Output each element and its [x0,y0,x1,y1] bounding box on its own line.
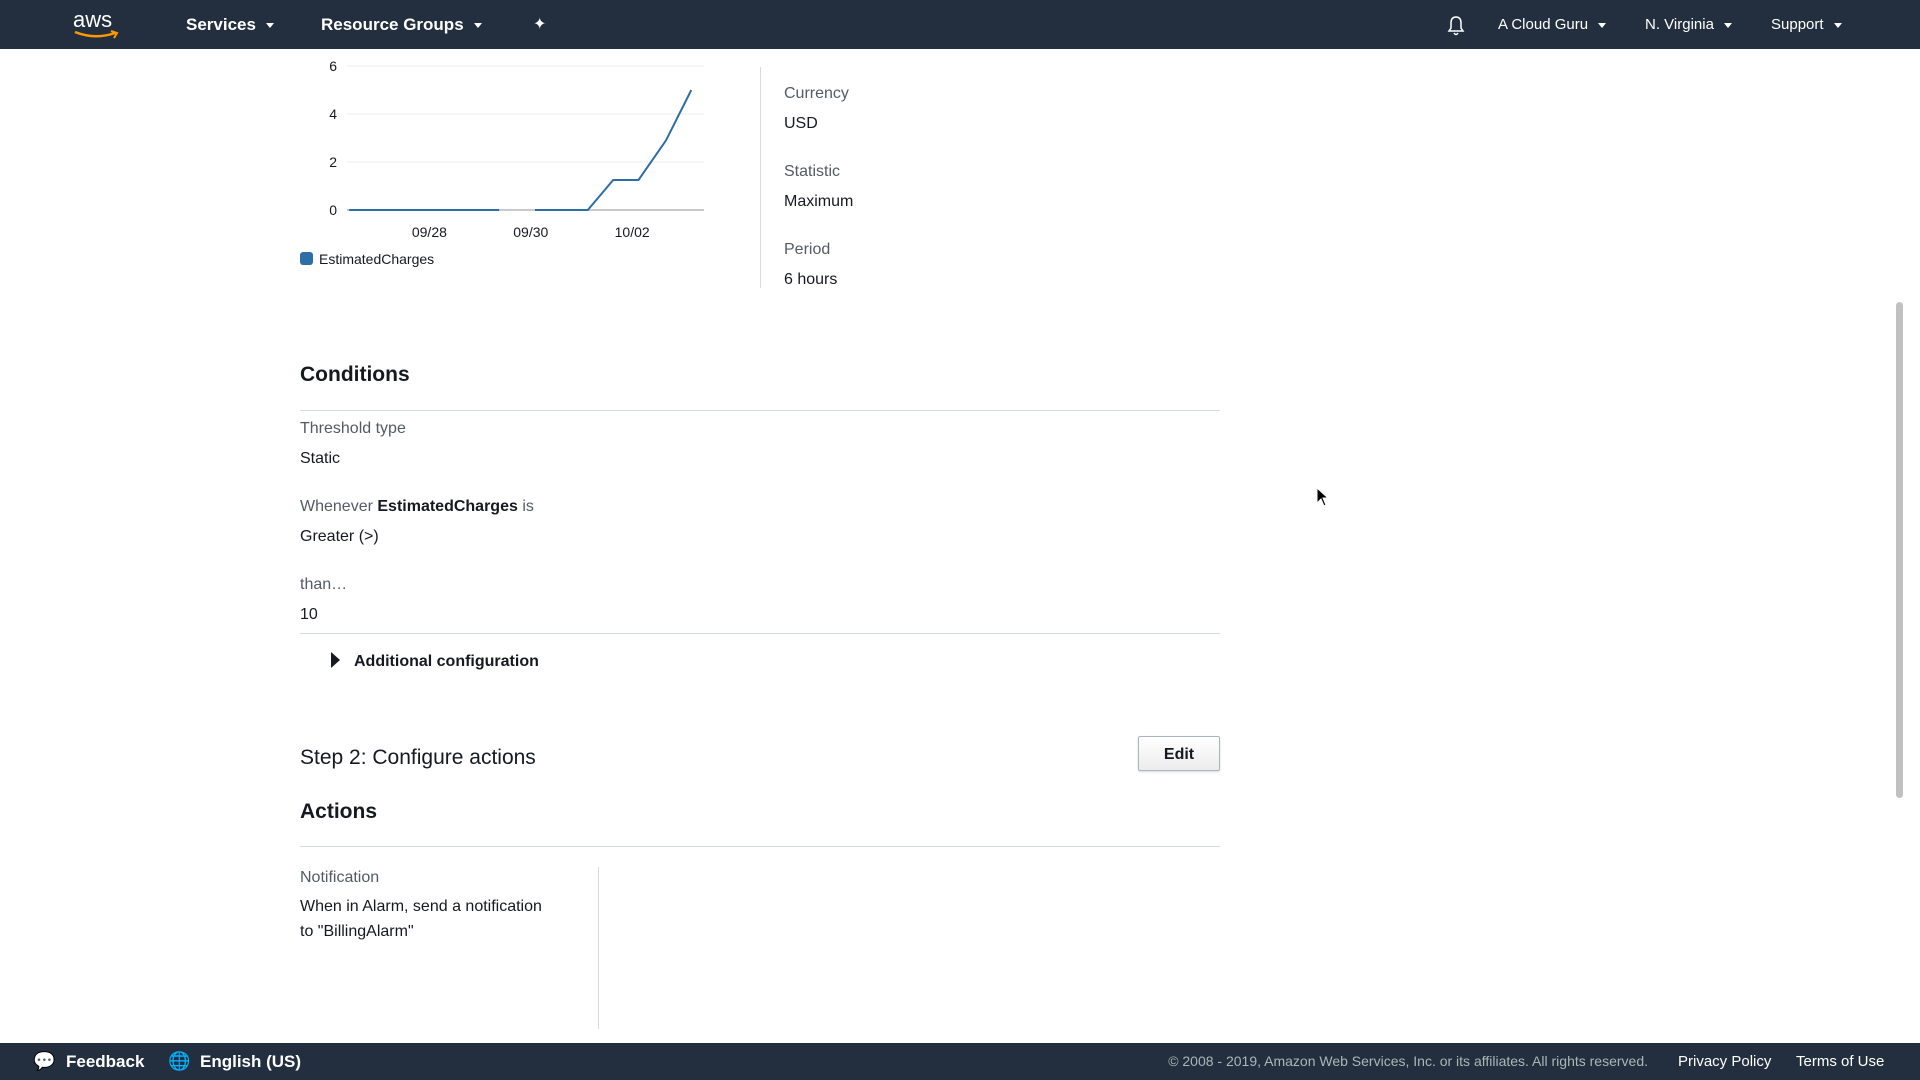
support-label: Support [1771,16,1824,33]
aws-logo-text: aws [73,7,113,32]
support-menu[interactable]: Support [1771,0,1842,49]
region-menu[interactable]: N. Virginia [1645,0,1732,49]
feedback-link[interactable]: Feedback [66,1052,145,1071]
legend-label: EstimatedCharges [319,251,434,267]
divider [300,633,1220,634]
globe-icon: 🌐 [168,1051,191,1071]
main-content: 0 2 4 6 09/28 09/30 10/02 EstimatedCharges Cu… [0,49,1920,1043]
notification-label: Notification [300,869,380,886]
whenever-label: Whenever EstimatedCharges is [300,498,534,516]
legend-swatch [300,252,313,265]
bell-icon[interactable] [1446,0,1466,49]
whenever-prefix: Whenever [300,498,373,515]
whenever-suffix: is [522,498,534,515]
terms-of-use-link[interactable]: Terms of Use [1796,1053,1885,1070]
than-value: 10 [300,606,318,623]
statistic-value: Maximum [784,193,854,210]
additional-configuration-label: Additional configuration [354,653,539,670]
than-label: than… [300,576,348,593]
chevron-down-icon [1833,22,1842,28]
statistic-label: Statistic [784,163,841,180]
copyright-text: © 2008 - 2019, Amazon Web Services, Inc.… [1168,1053,1648,1069]
step2-heading: Step 2: Configure actions [300,746,536,769]
footer-bar: 💬 Feedback 🌐 English (US) © 2008 - 2019,… [0,1043,1920,1080]
language-selector[interactable]: English (US) [200,1052,302,1071]
conditions-heading: Conditions [300,363,410,386]
aws-logo[interactable]: aws [73,0,119,49]
resource-groups-menu[interactable]: Resource Groups [321,0,482,49]
page-scrollbar[interactable] [1896,302,1903,798]
top-navigation-bar: aws Services Resource Groups ✦ A Cloud G… [0,0,1920,49]
services-label: Services [186,15,256,34]
y-tick-label: 2 [329,154,337,170]
notification-line2: to "BillingAlarm" [300,923,414,940]
whenever-metric: EstimatedCharges [377,498,518,515]
chevron-down-icon [473,23,482,29]
x-tick-label: 09/28 [412,224,447,240]
account-label: A Cloud Guru [1498,16,1589,33]
y-tick-label: 4 [329,106,337,122]
chevron-down-icon [1598,22,1607,28]
chevron-down-icon [265,23,274,29]
divider [598,867,599,1029]
x-tick-label: 10/02 [615,224,650,240]
period-label: Period [784,241,831,258]
privacy-policy-link[interactable]: Privacy Policy [1678,1053,1772,1070]
chevron-down-icon [1723,22,1732,28]
currency-value: USD [784,115,818,132]
divider [300,846,1220,847]
divider [300,410,1220,411]
caret-right-icon [331,652,340,668]
services-menu[interactable]: Services [186,0,274,49]
speech-bubble-icon: 💬 [33,1051,56,1071]
edit-button[interactable]: Edit [1138,736,1220,771]
mouse-cursor-icon [1316,487,1330,507]
y-tick-label: 6 [329,58,337,74]
resource-groups-label: Resource Groups [321,15,464,34]
comparison-value: Greater (>) [300,528,379,545]
x-tick-label: 09/30 [513,224,548,240]
notification-line1: When in Alarm, send a notification [300,898,542,915]
additional-configuration-toggle[interactable]: Additional configuration [331,652,539,671]
y-tick-label: 0 [329,202,337,218]
aws-smile-icon [74,30,119,39]
estimated-charges-chart: 0 2 4 6 09/28 09/30 10/02 EstimatedCharges [300,58,704,267]
threshold-type-value: Static [300,450,341,467]
pushpin-icon[interactable]: ✦ [533,16,547,33]
threshold-type-label: Threshold type [300,420,406,437]
actions-heading: Actions [300,800,378,823]
region-label: N. Virginia [1645,16,1714,33]
divider [760,67,761,288]
currency-label: Currency [784,85,849,102]
series-line-segment [535,89,693,211]
account-menu[interactable]: A Cloud Guru [1498,0,1607,49]
period-value: 6 hours [784,271,838,288]
